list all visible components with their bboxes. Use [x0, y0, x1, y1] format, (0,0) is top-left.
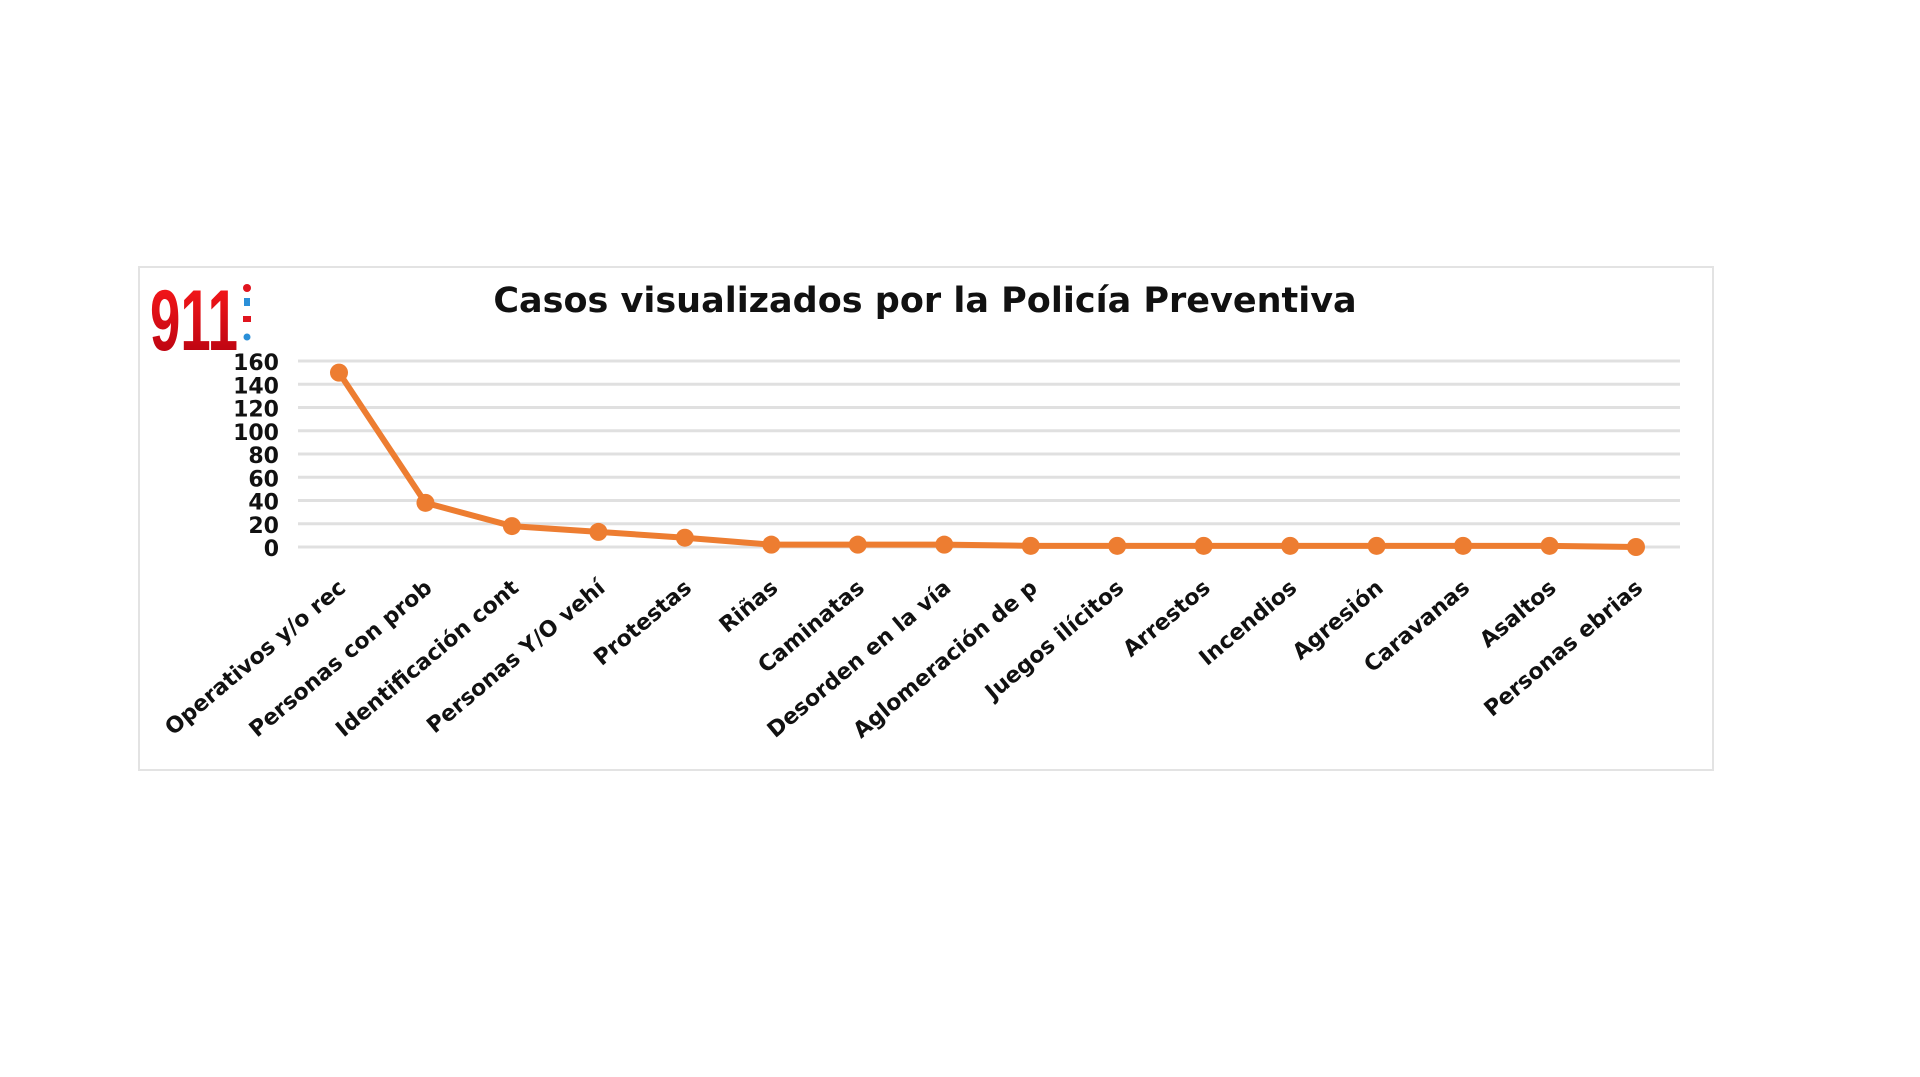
data-point	[848, 535, 867, 554]
data-point	[1281, 536, 1300, 555]
y-tick-label: 140	[233, 374, 279, 399]
data-point	[1194, 536, 1213, 555]
x-tick-label: Personas ebrias	[1480, 575, 1648, 722]
data-point	[1627, 538, 1645, 556]
data-point	[416, 493, 435, 512]
data-point	[935, 535, 954, 554]
y-tick-label: 60	[248, 467, 279, 492]
y-tick-label: 120	[233, 398, 279, 423]
series-line	[336, 370, 1637, 550]
x-tick-label: Riñas	[715, 575, 783, 638]
chart-title: Casos visualizados por la Policía Preven…	[493, 281, 1356, 321]
y-tick-label: 20	[248, 514, 279, 539]
y-tick-label: 40	[248, 491, 279, 516]
data-point	[1540, 536, 1559, 555]
data-point	[1454, 536, 1473, 555]
y-tick-label: 0	[264, 537, 279, 562]
data-point	[1108, 536, 1127, 555]
x-tick-label: Asaltos	[1475, 575, 1561, 653]
svg-text:911: 911	[150, 282, 238, 357]
logo-911: 911	[150, 273, 260, 369]
chart-frame	[138, 266, 1714, 771]
data-point	[502, 517, 521, 536]
y-tick-label: 80	[248, 444, 279, 469]
data-point	[762, 535, 781, 554]
logo-911-icon: 911	[150, 273, 251, 369]
y-tick-label: 160	[233, 351, 279, 376]
y-tick-label: 100	[233, 421, 279, 446]
data-point	[330, 363, 348, 382]
data-point	[1021, 536, 1040, 555]
data-point	[589, 522, 608, 541]
data-point	[675, 528, 694, 547]
data-point	[1367, 536, 1386, 555]
